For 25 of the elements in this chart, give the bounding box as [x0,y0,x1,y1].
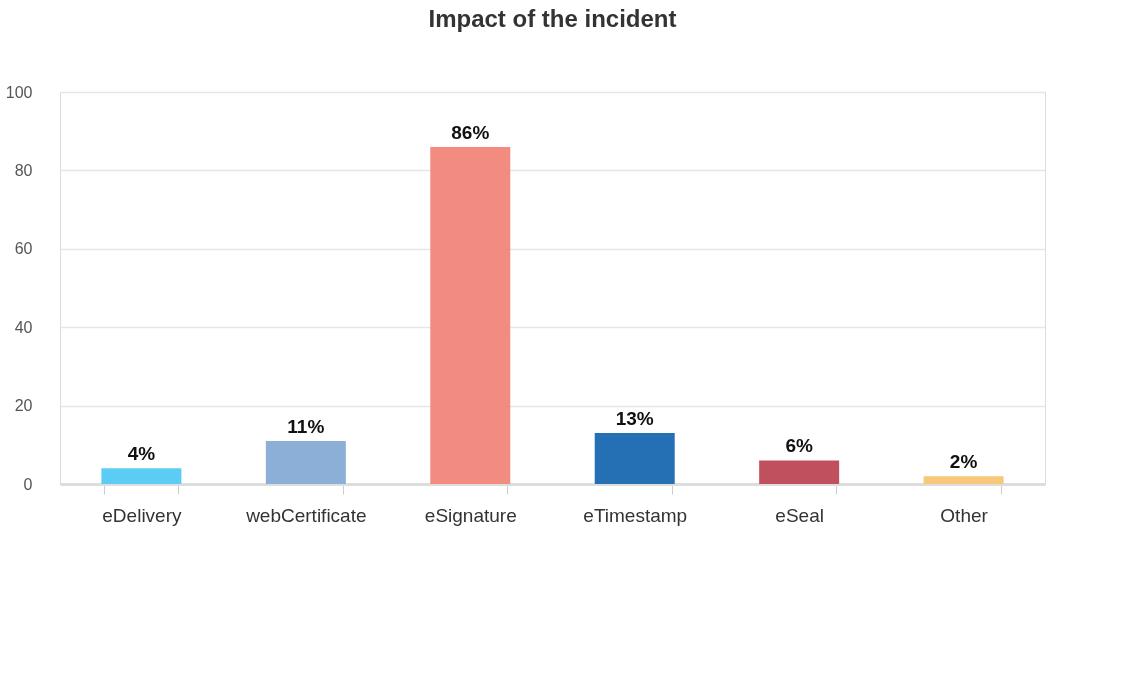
y-tick-label: 20 [14,397,33,415]
x-tick-label: eDelivery [102,504,182,526]
data-label: 86% [451,121,490,143]
bar [265,440,346,484]
x-tick-label: Other [940,504,989,526]
data-label: 4% [127,443,156,465]
x-tick-label: eTimestamp [583,504,688,526]
y-tick-label: 0 [23,475,33,493]
data-label: 6% [785,435,813,457]
bar [759,460,840,484]
bar [430,146,511,484]
y-tick-label: 40 [14,318,33,336]
data-label: 2% [949,451,978,473]
bar [594,433,675,484]
y-tick-label: 80 [14,161,33,179]
y-tick-label: 60 [14,240,33,258]
bar [923,476,1004,484]
bar [101,468,182,484]
chart-title: Impact of the incident [428,5,677,32]
data-label: 13% [615,408,654,430]
x-tick-label: webCertificate [245,504,367,526]
x-tick-label: eSeal [775,504,824,526]
y-tick-label: 100 [5,83,33,101]
x-tick-label: eSignature [424,504,517,526]
data-label: 11% [287,415,325,437]
